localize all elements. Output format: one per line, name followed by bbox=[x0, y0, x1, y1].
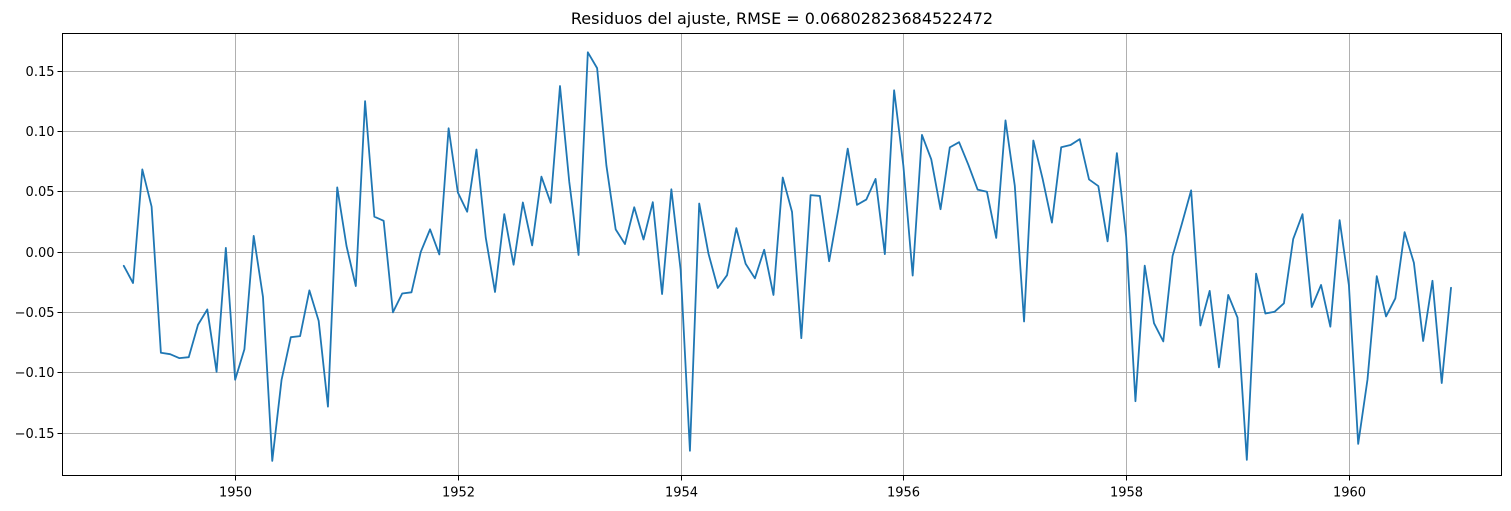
x-tick-label: 1960 bbox=[1333, 486, 1366, 501]
x-tick-label: 1958 bbox=[1110, 486, 1143, 501]
y-tick-label: 0.05 bbox=[26, 185, 55, 200]
series-line-0 bbox=[122, 51, 1452, 462]
axes-frame bbox=[62, 33, 1502, 476]
x-tick-label: 1956 bbox=[887, 486, 920, 501]
series-layer bbox=[122, 51, 1452, 462]
y-tick-label: −0.15 bbox=[15, 427, 55, 442]
chart-title: Residuos del ajuste, RMSE = 0.0680282368… bbox=[571, 9, 993, 28]
y-axis: −0.15 −0.10 −0.05 0.00 0.05 0.10 0.15 bbox=[15, 65, 63, 442]
y-tick-label: 0.10 bbox=[26, 125, 55, 140]
y-tick-label: 0.15 bbox=[26, 65, 55, 80]
x-tick-label: 1952 bbox=[442, 486, 475, 501]
y-tick-label: 0.00 bbox=[26, 246, 55, 261]
x-tick-label: 1954 bbox=[665, 486, 698, 501]
x-axis: 1950 1952 1954 1956 1958 1960 bbox=[219, 475, 1366, 501]
y-tick-label: −0.05 bbox=[15, 306, 55, 321]
x-tick-label: 1950 bbox=[219, 486, 252, 501]
y-tick-label: −0.10 bbox=[15, 366, 55, 381]
